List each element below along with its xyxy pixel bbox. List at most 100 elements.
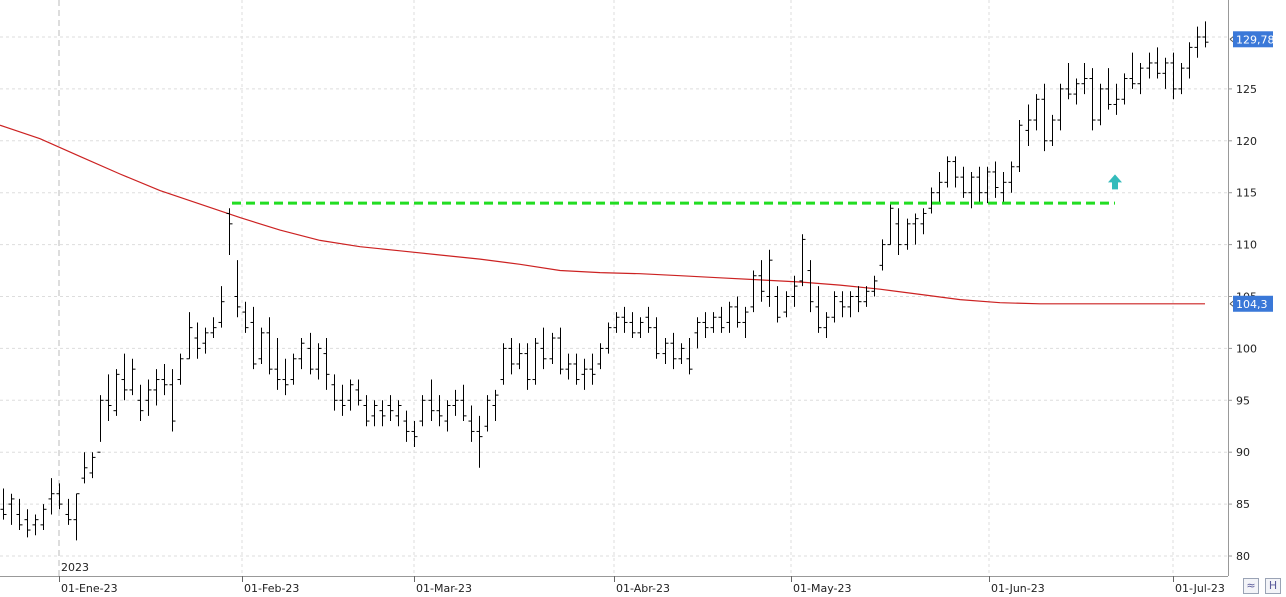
ohlc-bar bbox=[1121, 73, 1128, 105]
y-tick-label: 80 bbox=[1236, 550, 1250, 563]
ohlc-bar bbox=[347, 379, 354, 411]
ohlc-bar bbox=[839, 291, 846, 318]
ohlc-bar bbox=[532, 338, 539, 385]
ohlc-bar bbox=[774, 286, 781, 323]
ohlc-bar bbox=[355, 379, 362, 406]
ohlc-bar bbox=[339, 384, 346, 416]
ohlc-bar bbox=[218, 286, 225, 328]
ohlc-bar bbox=[1162, 57, 1169, 89]
ohlc-bar bbox=[1057, 83, 1064, 131]
ohlc-bar bbox=[452, 389, 459, 416]
ohlc-bar bbox=[1137, 62, 1144, 95]
ohlc-bar bbox=[331, 374, 338, 411]
ohlc-bar bbox=[621, 306, 628, 333]
ohlc-bar bbox=[895, 208, 902, 255]
ohlc-bar bbox=[266, 317, 273, 375]
ohlc-bar bbox=[1081, 62, 1088, 95]
grid-lines bbox=[0, 0, 1228, 576]
ohlc-bar bbox=[8, 493, 15, 525]
ohlc-bar bbox=[129, 358, 136, 396]
ohlc-bar bbox=[56, 483, 63, 510]
x-tick-label: 01-Jul-23 bbox=[1175, 582, 1225, 595]
ohlc-bar bbox=[694, 317, 701, 349]
ohlc-bar bbox=[290, 353, 297, 385]
ohlc-bar bbox=[395, 400, 402, 427]
moving-average-line bbox=[0, 124, 1205, 305]
x-tick-label: 01-Abr-23 bbox=[616, 582, 670, 595]
ohlc-bar bbox=[194, 322, 201, 359]
badge-text: 104,3 bbox=[1236, 298, 1268, 311]
ohlc-bar bbox=[81, 452, 88, 484]
ohlc-bar bbox=[169, 369, 176, 432]
ohlc-bar bbox=[1146, 52, 1153, 79]
ohlc-bar bbox=[460, 384, 467, 422]
ohlc-bar bbox=[1073, 78, 1080, 105]
ohlc-bar bbox=[573, 353, 580, 385]
ohlc-bar bbox=[1025, 104, 1032, 146]
ohlc-bar bbox=[847, 291, 854, 318]
ohlc-bar bbox=[904, 218, 911, 250]
ohlc-bar bbox=[1170, 52, 1177, 100]
ohlc-bar bbox=[428, 379, 435, 422]
ohlc-bar bbox=[645, 306, 652, 333]
ohlc-bar bbox=[484, 395, 491, 432]
ohlc-bar bbox=[815, 286, 822, 333]
ohlc-bar bbox=[121, 353, 128, 401]
ohlc-bar bbox=[298, 338, 305, 370]
ohlc-bar bbox=[226, 208, 233, 255]
ohlc-bar bbox=[960, 166, 967, 198]
ohlc-bar bbox=[662, 338, 669, 364]
x-tick-label: 01-Feb-23 bbox=[244, 582, 299, 595]
ohlc-bar bbox=[48, 478, 55, 515]
ohlc-bar bbox=[710, 312, 717, 333]
ohlc-bar bbox=[742, 306, 749, 339]
ohlc-bar bbox=[1178, 62, 1185, 95]
ohlc-bar bbox=[508, 338, 515, 375]
ohlc-bar bbox=[411, 421, 418, 448]
ohlc-bar bbox=[718, 306, 725, 333]
ohlc-bar bbox=[984, 166, 991, 204]
layout-icon[interactable]: H bbox=[1265, 578, 1281, 594]
ohlc-bar bbox=[145, 379, 152, 416]
ohlc-bar bbox=[750, 270, 757, 313]
ohlc-bar bbox=[419, 395, 426, 427]
ohlc-bar bbox=[976, 166, 983, 204]
ohlc-bar bbox=[549, 332, 556, 364]
ohlc-bar bbox=[637, 317, 644, 339]
ohlc-bar bbox=[371, 400, 378, 427]
badge-text: 129,78 bbox=[1236, 33, 1275, 46]
ohlc-bar bbox=[1033, 94, 1040, 131]
ohlc-bar bbox=[758, 260, 765, 302]
ohlc-bar bbox=[992, 161, 999, 198]
ohlc-bar bbox=[1194, 26, 1201, 58]
ohlc-bar bbox=[653, 317, 660, 359]
ohlc-bars bbox=[0, 21, 1209, 541]
ohlc-bar bbox=[791, 275, 798, 307]
y-tick-label: 110 bbox=[1236, 239, 1257, 252]
ohlc-bar bbox=[363, 395, 370, 427]
ohlc-bar bbox=[234, 260, 241, 318]
ohlc-bar bbox=[605, 322, 612, 354]
ohlc-bar bbox=[871, 275, 878, 297]
ohlc-bar bbox=[734, 296, 741, 328]
ohlc-bar bbox=[855, 286, 862, 313]
zoom-fit-icon[interactable]: ≈ bbox=[1243, 578, 1259, 594]
ohlc-bar bbox=[1113, 83, 1120, 115]
ohlc-bar bbox=[315, 343, 322, 380]
ohlc-bar bbox=[0, 488, 7, 520]
ohlc-bar bbox=[944, 156, 951, 188]
ohlc-bar bbox=[468, 405, 475, 442]
ohlc-bar bbox=[823, 312, 830, 339]
y-tick-label: 125 bbox=[1236, 83, 1257, 96]
ohlc-bar bbox=[32, 514, 39, 536]
ohlc-bar bbox=[863, 286, 870, 307]
ohlc-bar bbox=[65, 498, 72, 525]
ohlc-bar bbox=[16, 498, 23, 531]
y-tick-label: 85 bbox=[1236, 498, 1250, 511]
ohlc-bar bbox=[379, 400, 386, 427]
x-tick-label: 01-Ene-23 bbox=[61, 582, 118, 595]
ohlc-bar bbox=[202, 327, 209, 354]
ohlc-bar bbox=[500, 343, 507, 385]
ohlc-bar bbox=[920, 208, 927, 235]
